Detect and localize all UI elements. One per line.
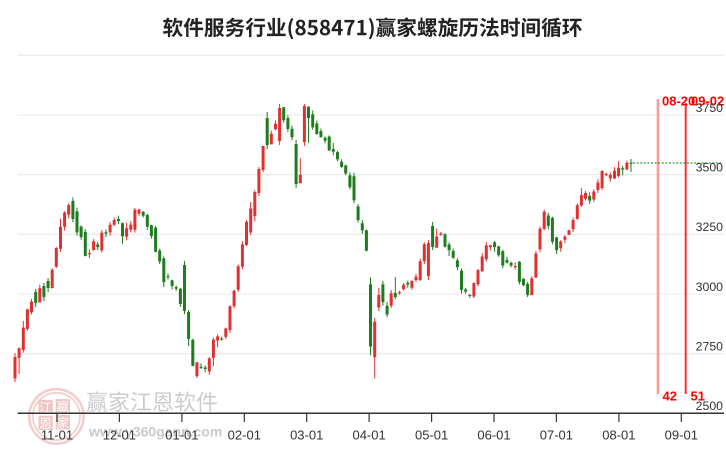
svg-text:08-01: 08-01 [602,427,635,442]
svg-text:3250: 3250 [696,220,724,234]
svg-text:05-01: 05-01 [415,427,448,442]
svg-text:2750: 2750 [696,340,724,354]
svg-text:3000: 3000 [696,280,724,294]
svg-text:07-01: 07-01 [540,427,573,442]
svg-text:3750: 3750 [696,101,724,115]
svg-text:12-01: 12-01 [103,427,136,442]
svg-text:04-01: 04-01 [352,427,385,442]
svg-text:06-01: 06-01 [477,427,510,442]
svg-text:3500: 3500 [696,161,724,175]
svg-text:08-20: 08-20 [662,94,695,109]
svg-text:09-01: 09-01 [665,427,698,442]
svg-text:11-01: 11-01 [41,427,73,442]
svg-text:2500: 2500 [696,399,724,413]
svg-text:02-01: 02-01 [228,427,261,442]
svg-text:09-02: 09-02 [691,94,724,109]
svg-text:www.y360gann.com: www.y360gann.com [88,423,222,439]
svg-text:51: 51 [691,389,705,404]
svg-text:03-01: 03-01 [290,427,323,442]
svg-text:01-01: 01-01 [165,427,198,442]
svg-text:42: 42 [663,389,677,404]
